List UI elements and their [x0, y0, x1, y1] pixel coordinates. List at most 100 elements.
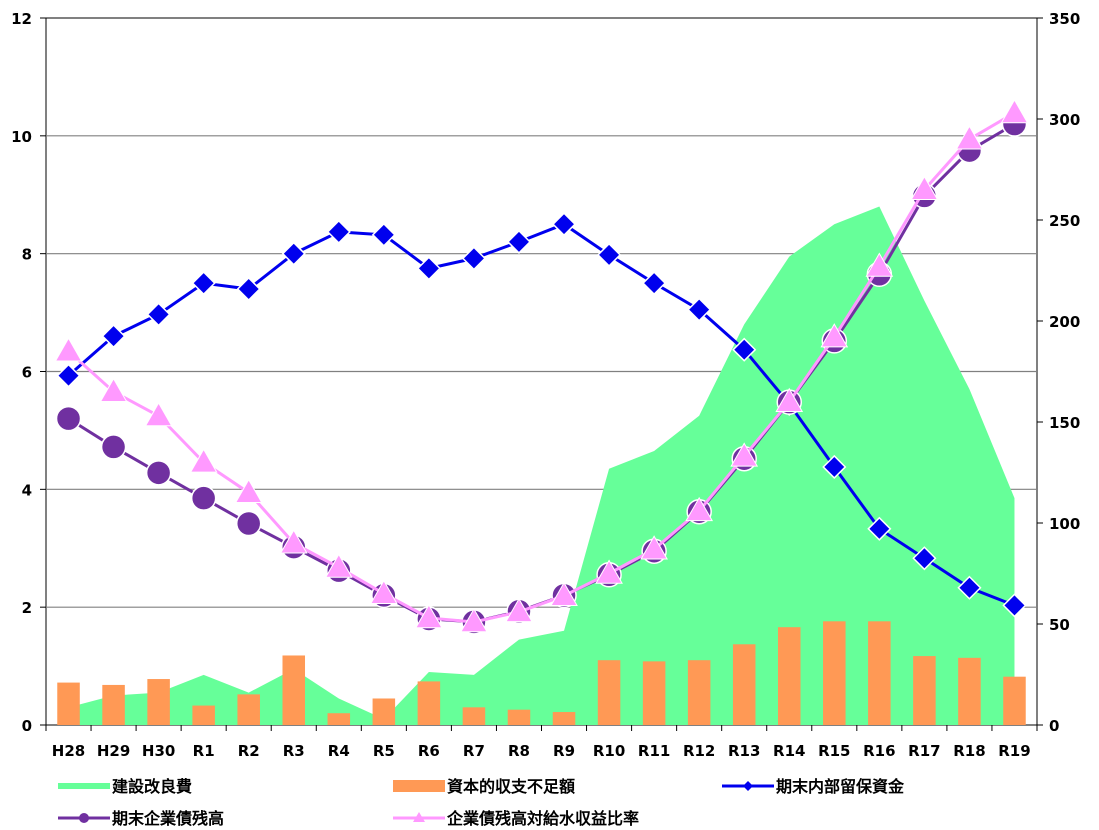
legend-swatch-area: [58, 783, 110, 789]
left-axis-tick-label: 6: [22, 364, 32, 382]
point-internal-reserve: [822, 454, 847, 480]
right-axis-tick-label: 100: [1049, 515, 1080, 533]
point-bond-to-revenue-ratio: [234, 478, 263, 503]
legend-item: 期末内部留保資金: [722, 777, 905, 796]
bar-capital-shortfall: [282, 655, 306, 725]
legend-item: 建設改良費: [58, 777, 192, 796]
point-bond-to-revenue-ratio: [910, 175, 939, 200]
line-series-layer: [54, 98, 1029, 635]
point-internal-reserve: [732, 337, 757, 362]
right-axis-tick-label: 0: [1049, 717, 1059, 735]
area-construction-cost: [68, 206, 1015, 726]
x-axis-tick-label: R11: [638, 742, 670, 760]
bar-capital-shortfall: [732, 644, 756, 725]
point-bond-to-revenue-ratio: [820, 323, 849, 348]
point-internal-reserve: [326, 219, 351, 244]
point-internal-reserve: [191, 271, 216, 296]
left-axis-tick-label: 10: [11, 128, 32, 146]
bar-capital-shortfall: [868, 621, 891, 725]
x-axis-tick-label: R3: [283, 742, 305, 760]
bar-capital-shortfall: [372, 698, 396, 725]
left-axis-tick-label: 4: [22, 481, 32, 499]
legend-label: 建設改良費: [112, 777, 192, 796]
legend-marker-triangle: [413, 812, 425, 822]
left-axis-tick-label: 12: [11, 10, 32, 28]
point-internal-reserve: [281, 241, 306, 266]
x-axis-tick-label: R9: [553, 742, 575, 760]
point-bond-to-revenue-ratio: [1000, 98, 1029, 124]
point-internal-reserve: [867, 516, 892, 541]
right-axis-tick-label: 50: [1049, 616, 1070, 634]
series-internal-reserve: [56, 212, 1027, 618]
point-internal-reserve: [146, 302, 171, 327]
point-internal-reserve: [957, 575, 982, 600]
legend-marker-diamond: [743, 781, 753, 791]
legend-label: 企業債残高対給水収益比率: [446, 809, 639, 828]
point-bond-to-revenue-ratio: [775, 387, 804, 413]
x-axis-tick-label: R18: [953, 742, 985, 760]
x-axis-tick-label: R2: [238, 742, 260, 760]
bar-capital-shortfall: [327, 713, 351, 725]
right-axis-tick-label: 350: [1049, 10, 1080, 28]
x-axis-tick-label: R6: [418, 742, 440, 760]
bar-capital-shortfall: [913, 656, 936, 725]
x-axis-tick-label: R17: [908, 742, 940, 760]
point-internal-reserve: [56, 363, 81, 388]
left-axis-tick-label: 0: [22, 717, 32, 735]
bar-capital-shortfall: [1003, 676, 1026, 725]
bar-capital-shortfall: [57, 682, 80, 725]
legend-swatch-bar: [393, 780, 445, 792]
bar-capital-shortfall: [102, 684, 125, 725]
series-bond-to-revenue-ratio: [54, 98, 1029, 633]
point-internal-reserve: [912, 546, 937, 571]
bar-capital-shortfall: [823, 621, 846, 725]
point-bond-to-revenue-ratio: [99, 377, 128, 402]
point-bond-to-revenue-ratio: [54, 337, 83, 362]
x-axis-tick-label: R13: [728, 742, 760, 760]
point-internal-reserve: [506, 229, 532, 254]
point-internal-reserve: [1002, 593, 1027, 618]
x-axis-tick-label: R8: [508, 742, 530, 760]
legend-label: 資本的収支不足額: [447, 777, 575, 796]
series-bond-to-revenue-ratio-line: [67, 111, 1016, 624]
point-bond-to-revenue-ratio: [415, 603, 443, 629]
x-axis-tick-label: R7: [463, 742, 485, 760]
bar-capital-shortfall: [417, 681, 441, 725]
axes: 0 2 4 6 8 10 12 0 50 100 150 200 250 300 350 H28 H29 H30 R…: [11, 10, 1080, 760]
x-axis-tick-label: R16: [863, 742, 895, 760]
point-internal-reserve: [101, 324, 126, 349]
legend-label: 期末内部留保資金: [776, 777, 905, 796]
bar-capital-shortfall: [237, 694, 260, 725]
point-bond-to-revenue-ratio: [595, 559, 623, 584]
point-bond-to-revenue-ratio: [324, 553, 353, 578]
x-axis-tick-label: H28: [52, 742, 85, 760]
bar-series-capital-shortfall: [57, 621, 1026, 725]
legend-item: 企業債残高対給水収益比率: [393, 809, 639, 828]
point-bond-to-revenue-ratio: [144, 401, 173, 427]
point-bond-to-revenue-ratio: [730, 442, 759, 467]
point-internal-reserve: [236, 276, 261, 302]
series-internal-reserve-line: [67, 222, 1016, 607]
x-axis-tick-label: R15: [818, 742, 850, 760]
point-bond-to-revenue-ratio: [189, 448, 218, 473]
bar-capital-shortfall: [192, 705, 215, 725]
bar-capital-shortfall: [597, 660, 621, 725]
point-enterprise-bond-balance: [235, 510, 262, 537]
point-bond-to-revenue-ratio: [369, 579, 398, 604]
x-axis-tick-label: R10: [593, 742, 625, 760]
point-internal-reserve: [642, 271, 667, 296]
legend-label: 期末企業債残高: [112, 809, 224, 828]
x-axis-tick-label: R4: [328, 742, 350, 760]
point-bond-to-revenue-ratio: [640, 535, 668, 560]
bar-capital-shortfall: [642, 661, 666, 725]
x-axis-tick-label: R5: [373, 742, 395, 760]
point-internal-reserve: [416, 256, 441, 281]
x-axis-tick-label: R19: [998, 742, 1030, 760]
legend-item: 資本的収支不足額: [393, 777, 575, 796]
point-bond-to-revenue-ratio: [550, 581, 578, 606]
right-axis-tick-label: 250: [1049, 212, 1080, 230]
bar-capital-shortfall: [507, 709, 531, 725]
legend-marker-circle: [79, 813, 89, 823]
